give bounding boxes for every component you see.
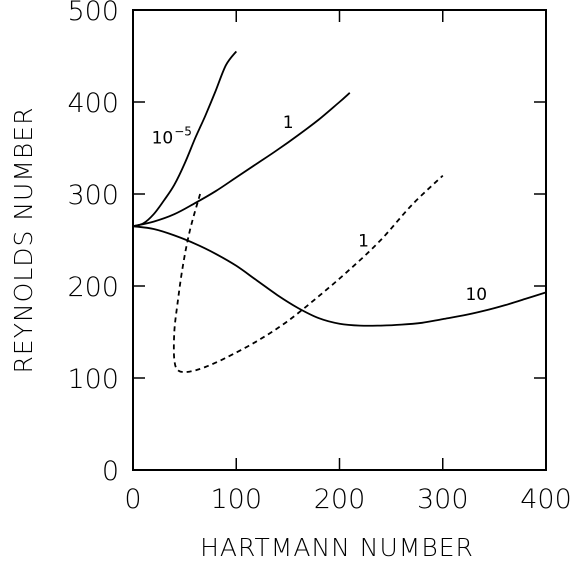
curve-label-3: 10 xyxy=(465,285,487,305)
series-line-3 xyxy=(132,225,547,327)
y-tick-label: 400 xyxy=(67,88,119,119)
series-line-4 xyxy=(172,174,444,373)
y-tick-label: 100 xyxy=(67,364,119,395)
plot-frame xyxy=(132,9,547,471)
x-tick-label: 400 xyxy=(520,484,572,515)
y-axis-title: REYNOLDS NUMBER xyxy=(9,107,38,374)
series-line-2 xyxy=(132,92,351,228)
x-tick-label: 0 xyxy=(124,484,141,515)
curve-label-2: 1 xyxy=(283,113,294,133)
y-tick-label: 500 xyxy=(67,0,119,27)
x-axis-title: HARTMANN NUMBER xyxy=(200,533,474,562)
y-tick-label: 200 xyxy=(67,272,119,303)
x-tick-label: 100 xyxy=(210,484,262,515)
x-tick-label: 200 xyxy=(314,484,366,515)
y-tick-label: 0 xyxy=(102,456,119,487)
curve-label-1: 10−5 xyxy=(152,124,192,148)
curve-label-exponent: −5 xyxy=(174,124,192,138)
series-line-1 xyxy=(132,50,238,228)
x-tick-label: 300 xyxy=(417,484,469,515)
y-tick-label: 300 xyxy=(67,180,119,211)
curve-label-4: 1 xyxy=(358,231,369,251)
